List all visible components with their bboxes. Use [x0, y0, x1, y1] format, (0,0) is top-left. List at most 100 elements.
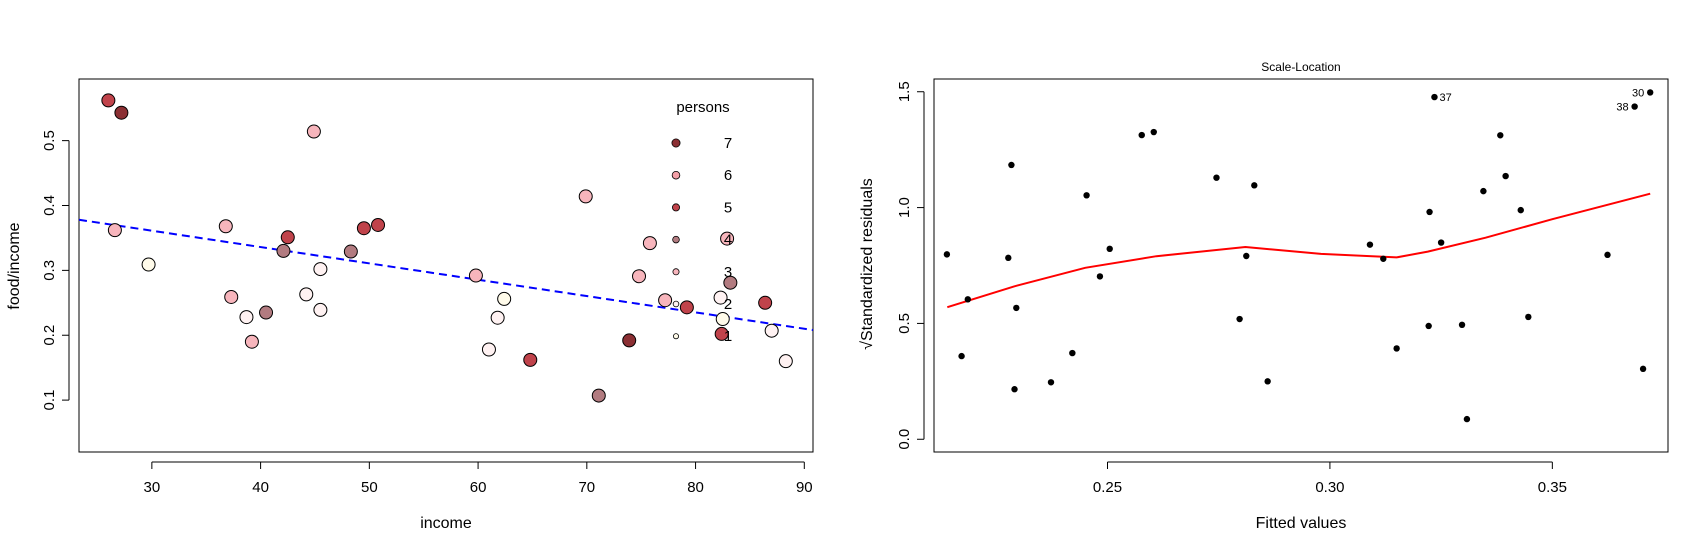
left-y-tick-label: 0.5 — [41, 130, 58, 151]
data-point — [218, 219, 233, 234]
legend-label: 2 — [724, 296, 732, 313]
legend-marker — [672, 300, 680, 308]
legend-label: 5 — [724, 199, 732, 216]
right-x-tick-label: 0.30 — [1315, 479, 1344, 496]
data-point — [141, 257, 156, 272]
legend-label: 1 — [724, 328, 732, 345]
right-points: 37 30 38 — [943, 87, 1654, 423]
point-label: 37 — [1439, 92, 1451, 104]
point-label: 30 — [1632, 87, 1644, 99]
data-point — [1096, 273, 1104, 280]
data-point — [107, 223, 122, 238]
legend-marker — [672, 268, 680, 276]
left-y-tick-label: 0.3 — [41, 260, 58, 281]
right-axes: 0.25 0.30 0.35 0.0 0.5 1.0 1.5 — [896, 81, 1567, 496]
data-point — [497, 291, 512, 306]
right-x-tick-label: 0.35 — [1538, 479, 1567, 496]
data-point — [114, 105, 129, 120]
data-point — [356, 221, 371, 236]
left-y-axis-title: food/income — [6, 222, 23, 309]
left-plot: 30 40 50 60 70 80 90 0.1 0.2 0.3 0.4 0.5 persons 7 6… — [6, 78, 814, 532]
right-plot: 0.25 0.30 0.35 0.0 0.5 1.0 1.5 37 30 38 Scale-Lo… — [859, 60, 1669, 532]
data-point — [1525, 313, 1532, 321]
data-point — [1011, 386, 1018, 393]
data-point — [313, 302, 328, 317]
data-point — [1604, 251, 1611, 259]
left-x-tick-label: 70 — [578, 479, 595, 496]
right-y-axis-title: √Standardized residuals — [859, 178, 876, 350]
left-x-tick-label: 60 — [470, 479, 487, 496]
data-point — [1047, 379, 1055, 386]
data-point — [778, 354, 793, 369]
data-point — [1380, 255, 1387, 262]
data-point — [244, 334, 259, 349]
legend-marker — [672, 203, 681, 212]
data-point — [578, 189, 593, 204]
legend-marker — [673, 333, 680, 340]
right-plot-title: Scale-Location — [1261, 60, 1340, 74]
data-point — [306, 124, 321, 139]
data-point — [239, 310, 254, 325]
right-x-axis-title: Fitted values — [1256, 515, 1347, 532]
data-point — [622, 333, 637, 348]
left-fit-line-group — [78, 218, 814, 332]
right-y-tick-label: 0.0 — [896, 429, 913, 450]
data-point — [715, 312, 730, 327]
data-point — [1251, 182, 1258, 189]
data-point — [964, 296, 972, 303]
data-point — [758, 295, 773, 310]
data-point — [280, 230, 295, 245]
smoother-line — [947, 192, 1651, 309]
data-point — [723, 275, 738, 290]
data-point — [1425, 322, 1432, 330]
data-point — [1138, 131, 1145, 139]
point-label: 38 — [1616, 102, 1628, 114]
right-smoother-group — [947, 192, 1651, 309]
data-point — [343, 244, 358, 259]
legend-label: 7 — [724, 135, 732, 152]
data-point — [1005, 254, 1012, 262]
left-points — [101, 93, 793, 403]
left-axes: 30 40 50 60 70 80 90 0.1 0.2 0.3 0.4 0.5 — [41, 130, 813, 496]
data-point — [1517, 206, 1524, 214]
data-point — [714, 326, 729, 341]
data-point — [1393, 345, 1400, 352]
data-point — [658, 293, 673, 308]
data-point — [490, 310, 505, 325]
data-point — [371, 217, 386, 232]
labeled-point — [1631, 103, 1638, 110]
left-x-axis-title: income — [420, 515, 472, 532]
data-point — [632, 269, 647, 284]
data-point — [1069, 349, 1076, 357]
data-point — [1213, 174, 1220, 181]
legend-label: 4 — [724, 232, 732, 249]
data-point — [1243, 252, 1250, 260]
data-point — [720, 231, 735, 246]
legend-title: persons — [676, 99, 729, 116]
left-x-tick-label: 50 — [361, 479, 378, 496]
left-plot-box — [78, 78, 814, 453]
data-point — [642, 236, 657, 251]
legend-marker — [671, 170, 681, 180]
data-point — [679, 300, 694, 315]
data-point — [1008, 161, 1015, 169]
left-x-tick-label: 30 — [144, 479, 161, 496]
data-point — [259, 305, 274, 320]
data-point — [1150, 128, 1157, 136]
data-point — [958, 352, 965, 360]
left-x-tick-label: 40 — [252, 479, 269, 496]
data-point — [1106, 245, 1113, 253]
labeled-point — [1647, 89, 1654, 96]
left-x-tick-label: 80 — [687, 479, 704, 496]
data-point — [523, 352, 538, 367]
right-plot-box — [933, 78, 1669, 453]
legend-marker — [672, 235, 680, 244]
left-y-tick-label: 0.1 — [41, 390, 58, 411]
data-point — [713, 290, 728, 305]
data-point — [591, 388, 606, 403]
data-point — [224, 289, 239, 304]
data-point — [1366, 241, 1374, 248]
data-point — [1458, 321, 1466, 329]
right-y-tick-label: 1.0 — [896, 197, 913, 218]
